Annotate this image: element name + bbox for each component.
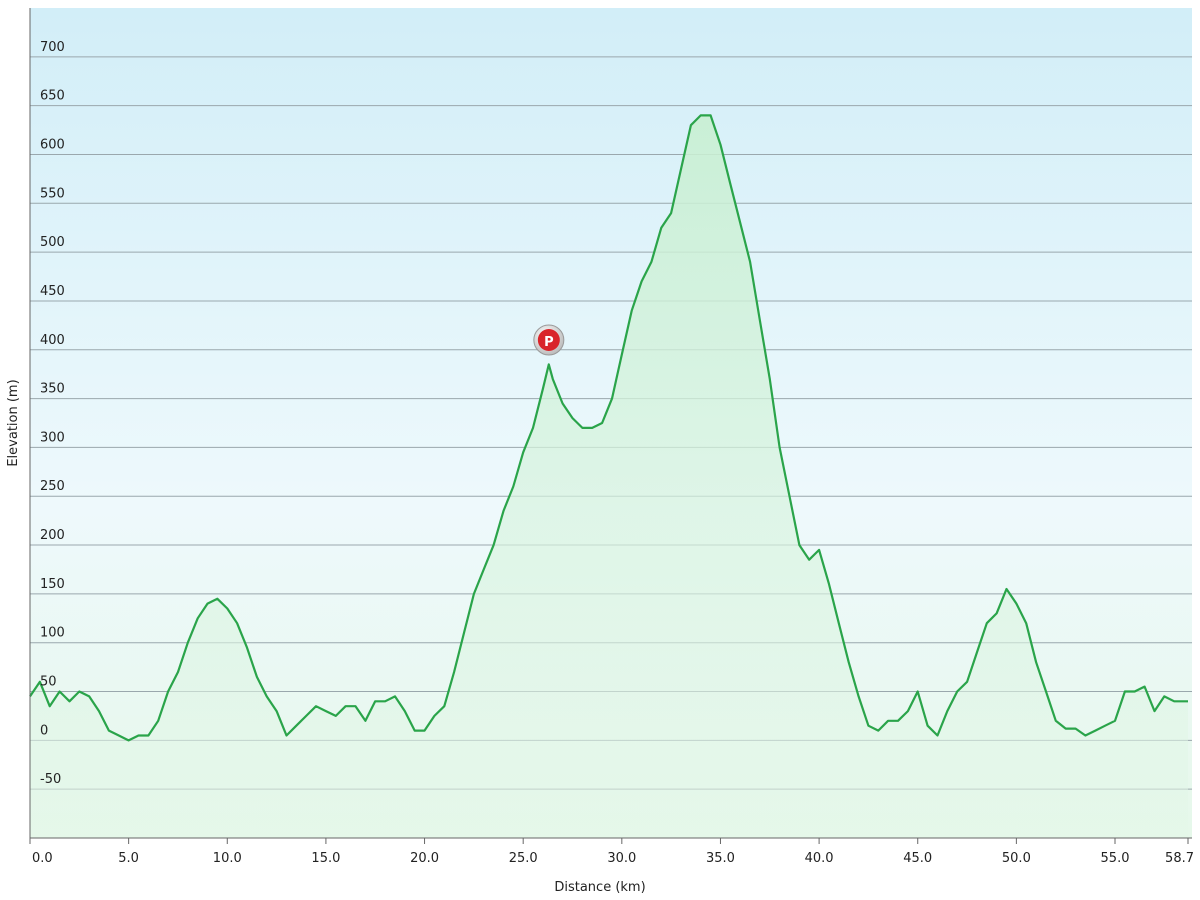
y-tick-label: 500 bbox=[40, 235, 65, 250]
y-tick-label: 250 bbox=[40, 479, 65, 494]
x-tick-label: 55.0 bbox=[1101, 851, 1130, 866]
y-tick-label: 450 bbox=[40, 284, 65, 299]
y-tick-label: 550 bbox=[40, 186, 65, 201]
area-fill bbox=[30, 115, 1188, 838]
y-tick-label: 200 bbox=[40, 528, 65, 543]
x-tick-label: 10.0 bbox=[213, 851, 242, 866]
x-tick-label: 40.0 bbox=[805, 851, 834, 866]
x-tick-label: 0.0 bbox=[32, 851, 53, 866]
y-tick-label: 650 bbox=[40, 89, 65, 104]
y-tick-label: -50 bbox=[40, 772, 61, 787]
y-tick-label: 0 bbox=[40, 723, 48, 738]
x-tick-label: 58.7 bbox=[1165, 851, 1194, 866]
y-tick-label: 600 bbox=[40, 137, 65, 152]
annotation-marker-inner bbox=[537, 329, 560, 351]
x-tick-label: 45.0 bbox=[903, 851, 932, 866]
x-tick-label: 20.0 bbox=[410, 851, 439, 866]
y-axis-title: Elevation (m) bbox=[6, 379, 21, 466]
elevation-line bbox=[29, 114, 1188, 742]
x-tick-label: 50.0 bbox=[1002, 851, 1031, 866]
x-tick-label: 30.0 bbox=[607, 851, 636, 866]
y-tick-label: 150 bbox=[40, 577, 65, 592]
x-tick-label: 5.0 bbox=[118, 851, 139, 866]
x-tick-label: 35.0 bbox=[706, 851, 735, 866]
x-tick-label: 15.0 bbox=[311, 851, 340, 866]
x-tick-label: 25.0 bbox=[509, 851, 538, 866]
annotation-label: P bbox=[544, 335, 554, 350]
y-tick-label: 700 bbox=[40, 40, 65, 55]
y-tick-label: 300 bbox=[40, 430, 65, 445]
x-axis-title: Distance (km) bbox=[554, 880, 645, 895]
y-tick-label: 350 bbox=[40, 382, 65, 397]
y-tick-label: 100 bbox=[40, 626, 65, 641]
y-tick-label: 50 bbox=[40, 675, 57, 690]
y-tick-label: 400 bbox=[40, 333, 65, 348]
